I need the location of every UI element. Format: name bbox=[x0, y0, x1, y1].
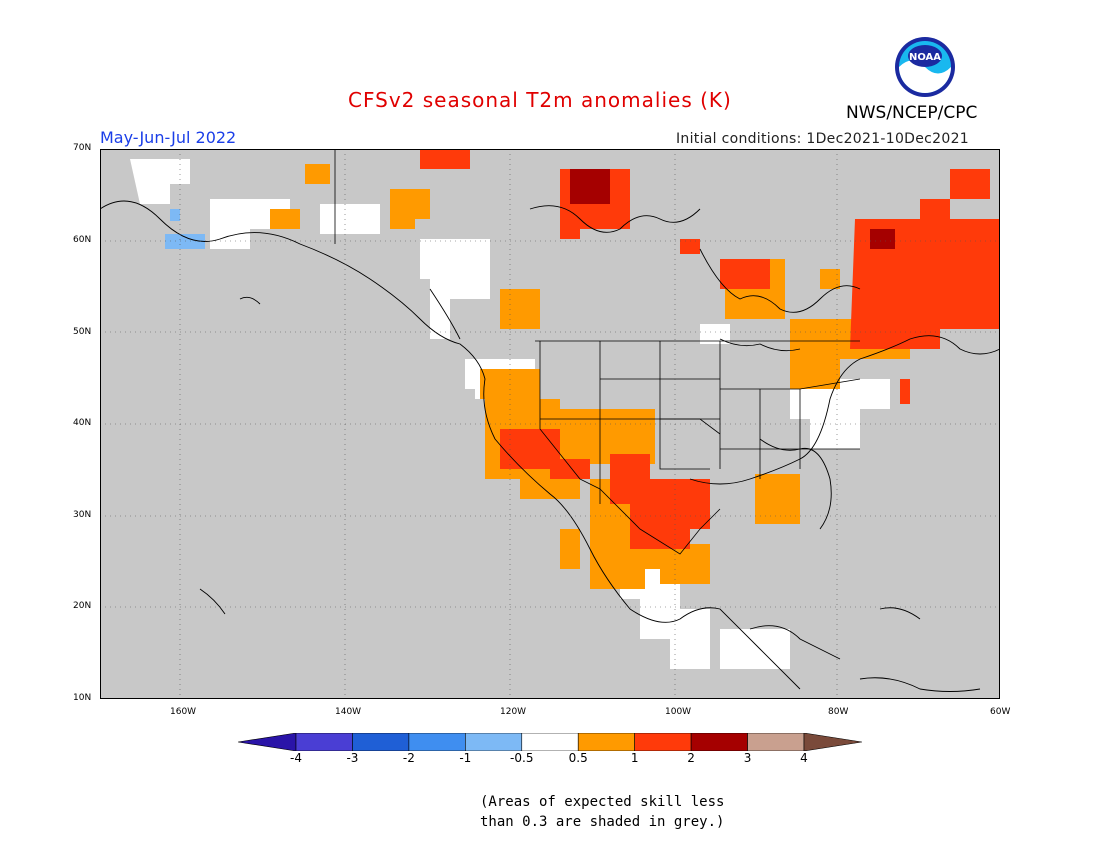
colorbar-label: -4 bbox=[290, 751, 302, 765]
coastlines bbox=[100, 200, 1000, 692]
colorbar-cell bbox=[747, 733, 805, 751]
colorbar-label: 4 bbox=[800, 751, 808, 765]
lon-label-60w: 60W bbox=[990, 707, 1011, 717]
skill-note-line1: (Areas of expected skill less bbox=[480, 794, 725, 810]
colorbar-label: -0.5 bbox=[510, 751, 534, 765]
anomaly-map bbox=[100, 149, 1000, 699]
lon-label-120w: 120W bbox=[500, 707, 527, 717]
lat-label-60n: 60N bbox=[73, 235, 92, 245]
cool-anomaly-zones bbox=[165, 209, 205, 249]
noaa-logo: NOAA bbox=[895, 37, 955, 97]
forecast-period: May-Jun-Jul 2022 bbox=[100, 128, 237, 147]
colorbar-cell bbox=[408, 733, 466, 751]
colorbar-cell bbox=[577, 733, 635, 751]
colorbar-label: 2 bbox=[687, 751, 695, 765]
colorbar-label: 1 bbox=[630, 751, 639, 765]
colorbar-cell-gt-4 bbox=[803, 733, 862, 751]
lon-label-140w: 140W bbox=[335, 707, 362, 717]
colorbar-cell bbox=[295, 733, 353, 751]
lat-label-20n: 20N bbox=[73, 601, 92, 611]
lon-label-100w: 100W bbox=[665, 707, 692, 717]
warm-anomaly-zones-1-2 bbox=[420, 149, 1000, 549]
logo-text: NOAA bbox=[909, 52, 941, 63]
colorbar-cell bbox=[465, 733, 523, 751]
colorbar-cell bbox=[352, 733, 410, 751]
initial-conditions: Initial conditions: 1Dec2021-10Dec2021 bbox=[676, 131, 969, 147]
colorbar-cell-lt-minus4 bbox=[238, 733, 297, 751]
map-title: CFSv2 seasonal T2m anomalies (K) bbox=[348, 88, 732, 112]
colorbar-label: 0.5 bbox=[568, 751, 588, 765]
skill-note: (Areas of expected skill less than 0.3 a… bbox=[480, 792, 724, 832]
graticule bbox=[100, 149, 1000, 699]
lat-label-10n: 10N bbox=[73, 693, 92, 703]
agency-label: NWS/NCEP/CPC bbox=[846, 103, 978, 123]
colorbar-label: -3 bbox=[346, 751, 359, 765]
lat-label-50n: 50N bbox=[73, 327, 92, 337]
lat-label-30n: 30N bbox=[73, 510, 92, 520]
lat-label-40n: 40N bbox=[73, 418, 92, 428]
colorbar-cell bbox=[690, 733, 748, 751]
lat-label-70n: 70N bbox=[73, 143, 92, 153]
colorbar-cell bbox=[521, 733, 579, 751]
colorbar bbox=[238, 733, 862, 751]
warm-anomaly-zones-2-3 bbox=[570, 169, 895, 249]
skill-note-line2: than 0.3 are shaded in grey.) bbox=[480, 814, 725, 830]
lon-label-80w: 80W bbox=[828, 707, 849, 717]
colorbar-label: 3 bbox=[743, 751, 752, 765]
lon-label-160w: 160W bbox=[170, 707, 197, 717]
colorbar-cell bbox=[634, 733, 692, 751]
political-boundaries bbox=[334, 149, 861, 555]
colorbar-label: -1 bbox=[459, 751, 472, 765]
colorbar-label: -2 bbox=[402, 751, 415, 765]
